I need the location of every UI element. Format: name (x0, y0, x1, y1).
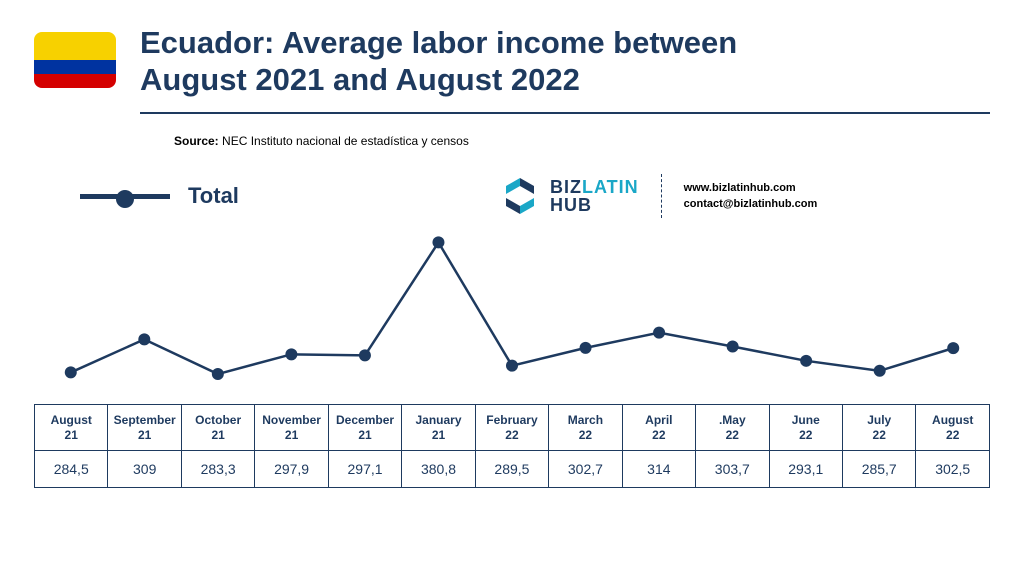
table-data-cell: 289,5 (475, 451, 548, 488)
chart-legend: Total (80, 183, 500, 209)
brand-name-bottom: HUB (550, 196, 639, 214)
table-data-cell: 293,1 (769, 451, 842, 488)
source-label: Source: (174, 134, 219, 148)
brand-divider (661, 174, 662, 218)
table-data-cell: 297,1 (328, 451, 401, 488)
title-line2: August 2021 and August 2022 (140, 62, 580, 97)
title-line1: Ecuador: Average labor income between (140, 25, 737, 60)
table-data-cell: 284,5 (35, 451, 108, 488)
table-header-cell: October21 (181, 405, 254, 451)
table-header-cell: August22 (916, 405, 990, 451)
table-data-cell: 314 (622, 451, 695, 488)
ecuador-flag (34, 32, 116, 88)
table-header-cell: March22 (549, 405, 622, 451)
title-underline (140, 112, 990, 114)
contact-url: www.bizlatinhub.com (684, 180, 818, 197)
legend-marker-icon (116, 190, 134, 208)
legend-label: Total (188, 183, 239, 209)
contact-block: www.bizlatinhub.com contact@bizlatinhub.… (684, 180, 818, 213)
brand-name-top-a: BIZ (550, 177, 582, 197)
brand-mark-icon (500, 176, 540, 216)
table-data-cell: 283,3 (181, 451, 254, 488)
page-title: Ecuador: Average labor income between Au… (140, 24, 737, 98)
source-value: NEC Instituto nacional de estadística y … (222, 134, 469, 148)
table-data-cell: 309 (108, 451, 181, 488)
brand-name-top-b: LATIN (582, 177, 639, 197)
line-chart (34, 226, 990, 404)
table-header-cell: December21 (328, 405, 401, 451)
table-header-cell: .May22 (696, 405, 769, 451)
source-text: Source: NEC Instituto nacional de estadí… (174, 134, 990, 148)
table-header-cell: November21 (255, 405, 328, 451)
table-data-cell: 302,7 (549, 451, 622, 488)
table-header-cell: January21 (402, 405, 475, 451)
contact-email: contact@bizlatinhub.com (684, 196, 818, 213)
table-data-cell: 297,9 (255, 451, 328, 488)
table-data-cell: 285,7 (842, 451, 915, 488)
table-data-cell: 303,7 (696, 451, 769, 488)
legend-line (80, 194, 170, 199)
brand-logo: BIZLATIN HUB (500, 176, 639, 216)
table-data-cell: 380,8 (402, 451, 475, 488)
table-header-cell: July22 (842, 405, 915, 451)
data-table: August21September21October21November21De… (34, 404, 990, 488)
table-header-cell: June22 (769, 405, 842, 451)
table-header-cell: February22 (475, 405, 548, 451)
table-header-cell: September21 (108, 405, 181, 451)
table-header-cell: August21 (35, 405, 108, 451)
table-header-cell: April22 (622, 405, 695, 451)
table-data-cell: 302,5 (916, 451, 990, 488)
